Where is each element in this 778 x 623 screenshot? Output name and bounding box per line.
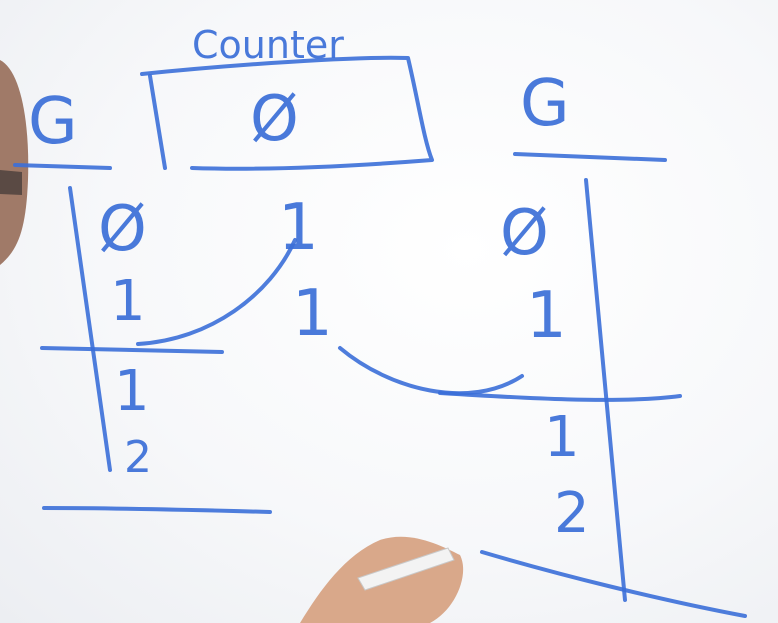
middle-value-0: 1 — [278, 191, 319, 265]
marker — [357, 547, 455, 591]
arc-middle-to-right — [338, 346, 524, 396]
right-column-divider — [584, 178, 627, 602]
person-glasses — [0, 170, 22, 195]
left-bottom-line — [42, 506, 272, 514]
left-section-line — [40, 346, 224, 354]
right-column-header: G — [520, 67, 570, 141]
right-value-3: 2 — [554, 481, 590, 546]
left-value-0: Ø — [98, 192, 147, 265]
right-value-1: 1 — [526, 279, 567, 353]
counter-value: Ø — [250, 82, 299, 155]
left-value-1: 1 — [110, 269, 146, 334]
middle-value-1: 1 — [292, 277, 333, 351]
arc-left-to-middle — [136, 238, 297, 346]
left-value-3: 2 — [124, 432, 152, 483]
person-face — [0, 60, 29, 265]
left-header-underline — [13, 163, 112, 170]
right-bottom-line — [480, 550, 747, 618]
right-header-underline — [513, 152, 667, 162]
right-value-0: Ø — [500, 196, 549, 269]
counter-box-left-side — [148, 74, 167, 170]
right-value-2: 1 — [544, 405, 580, 470]
counter-label: Counter — [192, 23, 344, 67]
left-column-header: G — [28, 85, 78, 159]
counter-box — [140, 55, 434, 171]
left-value-2: 1 — [114, 359, 150, 424]
left-column-divider — [68, 186, 112, 472]
